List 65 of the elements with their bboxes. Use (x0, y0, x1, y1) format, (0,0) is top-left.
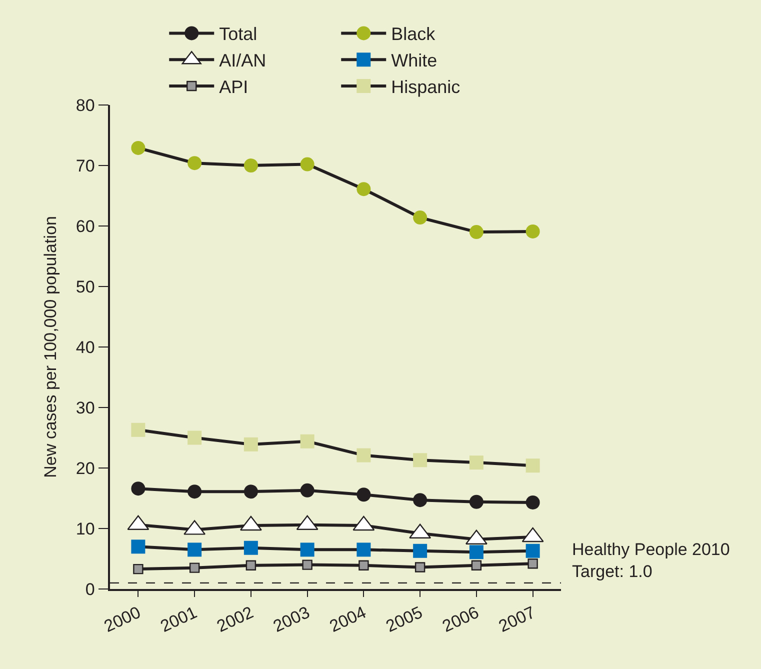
legend-label: AI/AN (219, 50, 266, 71)
point (131, 140, 146, 155)
point (356, 448, 371, 462)
point (356, 542, 371, 557)
x-tick-label: 2002 (214, 602, 256, 636)
legend-label: Black (391, 24, 436, 44)
point (244, 158, 258, 172)
point (526, 224, 540, 238)
ref-line-label: Healthy People 2010 Target: 1.0 (572, 540, 730, 582)
point (189, 562, 200, 573)
point (413, 544, 428, 558)
point (188, 156, 202, 170)
legend-label: Total (219, 24, 258, 44)
point (133, 564, 144, 574)
x-tick-label: 2007 (496, 602, 538, 636)
point (300, 157, 314, 172)
y-tick-label: 40 (76, 338, 95, 357)
point (302, 560, 312, 570)
y-tick-label: 0 (85, 580, 95, 599)
point (526, 458, 540, 473)
point (413, 493, 428, 508)
point (131, 482, 146, 496)
point (131, 422, 146, 437)
legend-label: Hispanic (391, 77, 460, 98)
x-tick-label: 2001 (158, 602, 200, 636)
y-tick-label: 50 (76, 277, 95, 296)
point (244, 540, 258, 555)
point (300, 542, 314, 557)
point (526, 544, 540, 558)
y-tick-label: 80 (76, 96, 95, 115)
y-tick-label: 20 (76, 458, 95, 478)
point (188, 542, 202, 557)
y-tick-label: 70 (76, 156, 95, 176)
point (188, 430, 202, 445)
point (244, 484, 258, 499)
point (526, 495, 540, 510)
point (244, 437, 258, 452)
point (469, 545, 484, 560)
point (358, 560, 369, 571)
point (356, 182, 371, 196)
x-tick-label: 2003 (270, 602, 313, 636)
point (356, 488, 371, 502)
point (300, 434, 314, 448)
point (471, 560, 482, 571)
point (528, 558, 538, 569)
point (414, 562, 426, 572)
point (188, 484, 202, 499)
point (300, 483, 314, 498)
x-tick-label: 2000 (101, 602, 144, 636)
legend-label: API (219, 77, 248, 98)
point (413, 210, 428, 225)
x-tick-label: 2005 (383, 602, 426, 636)
y-tick-label: 60 (76, 216, 95, 236)
point (413, 453, 428, 468)
point (469, 456, 484, 470)
y-axis-title: New cases per 100,000 population (40, 216, 60, 478)
point (246, 560, 256, 571)
legend-label: White (391, 50, 438, 71)
x-tick-label: 2004 (326, 602, 369, 636)
y-tick-label: 30 (76, 398, 95, 418)
point (131, 540, 146, 554)
point (469, 494, 484, 509)
y-tick-label: 10 (76, 519, 95, 538)
x-tick-label: 2006 (439, 602, 482, 636)
point (469, 225, 484, 240)
